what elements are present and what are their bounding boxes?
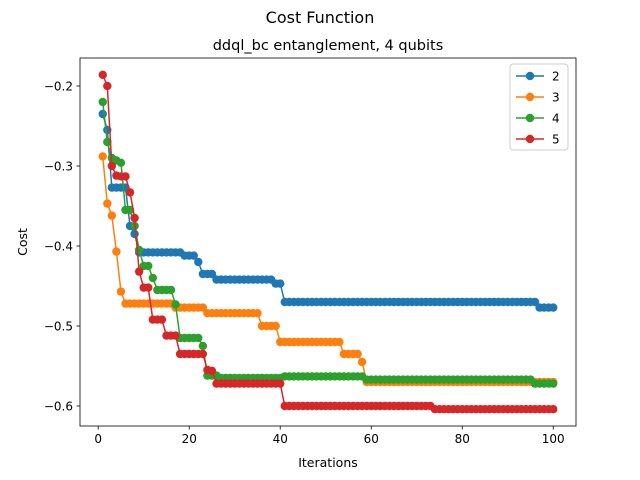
data-point-2 xyxy=(549,303,558,312)
y-axis-label: Cost xyxy=(15,228,30,256)
data-point-3 xyxy=(335,337,344,347)
x-tick-label: 60 xyxy=(364,432,379,446)
data-point-5 xyxy=(103,81,112,91)
x-tick-label: 0 xyxy=(94,432,102,446)
data-point-3 xyxy=(107,211,117,220)
data-point-3 xyxy=(112,247,121,256)
series-line-5 xyxy=(102,74,554,410)
legend-marker-4 xyxy=(525,113,535,123)
data-point-2 xyxy=(207,269,217,279)
data-point-4 xyxy=(549,379,558,388)
y-tick-label: −0.5 xyxy=(44,320,73,334)
data-point-5 xyxy=(144,283,153,292)
series-line-2 xyxy=(102,113,554,309)
data-point-5 xyxy=(98,70,107,80)
data-point-2 xyxy=(130,229,139,239)
data-point-3 xyxy=(357,357,367,367)
data-point-5 xyxy=(157,315,167,324)
data-point-4 xyxy=(198,341,208,351)
y-tick-label: −0.4 xyxy=(44,240,73,254)
data-point-3 xyxy=(103,199,112,208)
x-tick-label: 100 xyxy=(542,432,565,446)
data-point-5 xyxy=(125,188,135,197)
data-point-5 xyxy=(198,349,208,359)
data-point-4 xyxy=(171,300,180,309)
plot-area xyxy=(98,70,558,414)
legend: 2 3 4 5 xyxy=(509,63,569,151)
data-point-3 xyxy=(116,287,126,296)
chart-title: ddql_bc entanglement, 4 qubits xyxy=(213,38,444,54)
y-tick-label: −0.2 xyxy=(44,80,73,94)
legend-marker-2 xyxy=(525,71,535,81)
data-point-2 xyxy=(276,279,285,288)
data-point-2 xyxy=(194,257,203,267)
series-line-3 xyxy=(102,156,554,383)
data-point-4 xyxy=(134,245,144,255)
data-point-5 xyxy=(130,213,139,223)
axes: 0 20 40 60 80 100 −0.2 −0.3 −0.4 −0.5 −0.6 xyxy=(44,57,577,446)
axes-frame xyxy=(79,57,577,427)
data-point-4 xyxy=(103,137,112,147)
data-point-3 xyxy=(353,349,362,359)
legend-label-3: 3 xyxy=(552,91,560,105)
data-point-3 xyxy=(198,303,208,312)
data-point-5 xyxy=(549,405,558,414)
data-point-4 xyxy=(116,158,126,167)
data-point-4 xyxy=(166,285,176,295)
data-point-5 xyxy=(121,172,130,181)
x-tick-label: 40 xyxy=(273,432,288,446)
data-point-3 xyxy=(271,321,280,331)
data-point-3 xyxy=(98,152,107,161)
legend-label-2: 2 xyxy=(552,70,560,84)
x-tick-label: 80 xyxy=(455,432,470,446)
data-point-5 xyxy=(171,331,180,340)
legend-box xyxy=(509,63,569,151)
data-point-5 xyxy=(134,267,144,276)
data-point-5 xyxy=(107,161,117,171)
data-point-4 xyxy=(144,261,153,271)
data-point-4 xyxy=(98,97,107,107)
y-tick-label: −0.6 xyxy=(44,400,73,414)
data-point-5 xyxy=(276,379,285,388)
data-point-2 xyxy=(189,251,198,260)
data-point-4 xyxy=(194,333,203,343)
y-tick-label: −0.3 xyxy=(44,160,73,174)
figure-suptitle: Cost Function xyxy=(266,8,375,27)
legend-label-4: 4 xyxy=(552,112,560,126)
legend-label-5: 5 xyxy=(552,133,560,147)
legend-marker-5 xyxy=(525,134,535,144)
x-axis-label: Iterations xyxy=(298,455,358,470)
data-point-4 xyxy=(148,273,158,283)
data-point-2 xyxy=(530,297,540,307)
data-point-2 xyxy=(98,109,107,119)
x-tick-label: 20 xyxy=(182,432,197,446)
data-point-3 xyxy=(253,309,262,318)
data-point-5 xyxy=(207,366,217,375)
legend-marker-3 xyxy=(525,92,535,102)
